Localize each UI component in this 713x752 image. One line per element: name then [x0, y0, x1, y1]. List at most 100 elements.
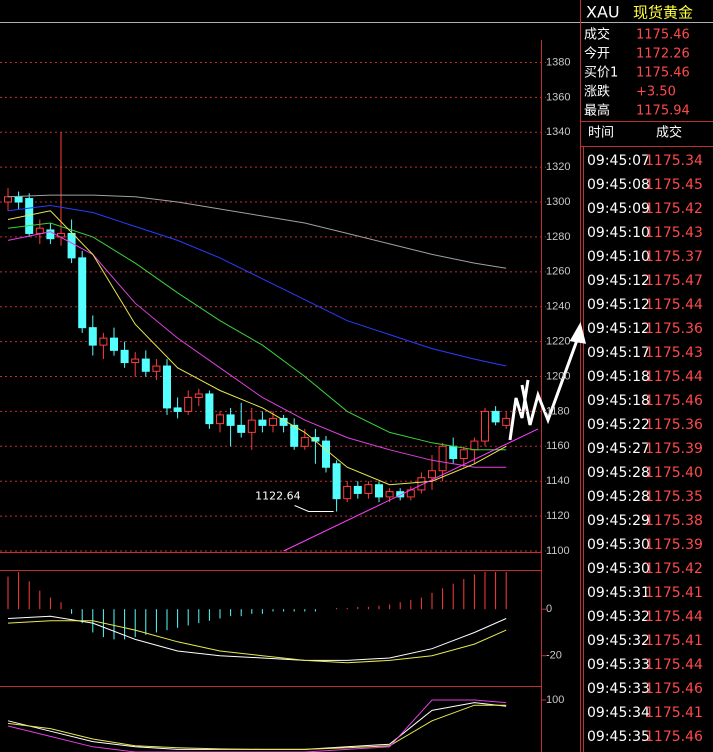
- candle-body: [194, 393, 203, 398]
- tick-time: 09:45:10: [587, 225, 650, 241]
- tick-time: 09:45:33: [587, 657, 650, 673]
- tick-time: 09:45:35: [587, 729, 650, 745]
- candle-body: [449, 445, 458, 460]
- tick-price: 1175.41: [645, 633, 703, 649]
- y-tick-label: 1120: [546, 510, 570, 522]
- candle-body: [14, 196, 23, 203]
- candle-body: [375, 484, 383, 498]
- tick-time: 09:45:30: [587, 561, 650, 577]
- candle-body: [470, 440, 479, 451]
- indicator-line: [7, 615, 507, 661]
- indicator-line: [7, 194, 507, 269]
- candle-body: [364, 484, 373, 494]
- tick-price: 1175.46: [645, 681, 703, 697]
- tick-time: 09:45:07: [587, 153, 650, 169]
- y-tick-label: 1240: [546, 301, 570, 313]
- candle-body: [258, 419, 267, 426]
- candle-body: [173, 407, 182, 412]
- y-tick-label: -20: [546, 650, 562, 662]
- tick-price: 1175.36: [645, 321, 703, 337]
- candle-body: [269, 417, 277, 426]
- quote-value: 1175.46: [636, 66, 690, 81]
- y-tick-label: 1140: [546, 475, 570, 487]
- symbol: XAU: [586, 3, 620, 22]
- tick-price: 1175.41: [645, 585, 703, 601]
- column-header: 时间: [588, 126, 614, 141]
- candle-body: [35, 227, 44, 234]
- tick-time: 09:45:32: [587, 633, 650, 649]
- indicator-line: [283, 428, 539, 552]
- tick-price: 1175.39: [645, 537, 703, 553]
- quote-value: 1175.94: [636, 104, 690, 119]
- y-tick-label: 1340: [546, 126, 570, 138]
- tick-time: 09:45:18: [587, 369, 650, 385]
- candle-body: [216, 414, 224, 425]
- quote-value: +3.50: [636, 85, 676, 100]
- tick-price: 1175.37: [645, 249, 703, 265]
- tick-price: 1175.41: [645, 705, 703, 721]
- y-tick-label: 1160: [546, 440, 570, 452]
- tick-price: 1175.46: [645, 729, 703, 745]
- indicator-line: [7, 620, 507, 664]
- tick-price: 1175.43: [645, 345, 703, 361]
- candle-body: [205, 393, 214, 425]
- y-tick-label: 1300: [546, 196, 570, 208]
- arrow-head: [569, 322, 587, 344]
- tick-price: 1175.44: [645, 369, 703, 385]
- candle-body: [78, 257, 87, 329]
- quote-label: 涨跌: [584, 84, 610, 100]
- quote-value: 1175.46: [636, 28, 690, 43]
- y-tick-label: 1220: [546, 336, 570, 348]
- tick-price: 1175.34: [645, 153, 703, 169]
- candle-body: [385, 491, 394, 498]
- tick-time: 09:45:30: [587, 537, 650, 553]
- arrow: [520, 331, 582, 426]
- indicator-line: [7, 702, 507, 750]
- y-tick-label: 100: [546, 694, 564, 706]
- tick-time: 09:45:28: [587, 465, 650, 481]
- quote-label: 今开: [584, 46, 610, 62]
- candle-body: [438, 445, 447, 472]
- tick-price: 1175.45: [645, 177, 703, 193]
- tick-price: 1175.44: [645, 297, 703, 313]
- tick-time: 09:45:12: [587, 321, 650, 337]
- tick-time: 09:45:29: [587, 513, 650, 529]
- tick-price: 1175.42: [645, 201, 703, 217]
- tick-time: 09:45:34: [587, 705, 650, 721]
- instrument-name: 现货黄金: [633, 4, 693, 22]
- y-tick-label: 0: [546, 603, 552, 615]
- candle-body: [502, 417, 511, 426]
- candle-body: [322, 440, 330, 468]
- candle-body: [110, 337, 118, 351]
- tick-time: 09:45:18: [587, 393, 650, 409]
- tick-price: 1175.40: [645, 465, 703, 481]
- candle-body: [237, 424, 246, 433]
- candle-body: [131, 358, 140, 364]
- candle-body: [300, 437, 309, 447]
- y-tick-label: 1200: [546, 370, 570, 382]
- candle-body: [481, 410, 489, 442]
- y-tick-label: 1280: [546, 231, 570, 243]
- tick-time: 09:45:17: [587, 345, 650, 361]
- candle-body: [396, 491, 405, 498]
- y-tick-label: 1320: [546, 161, 570, 173]
- candle-body: [343, 485, 352, 500]
- candle-body: [88, 327, 97, 346]
- indicator-line: [7, 204, 507, 367]
- tick-time: 09:45:12: [587, 273, 650, 289]
- candle-body: [4, 196, 12, 203]
- tick-time: 09:45:33: [587, 681, 650, 697]
- tick-price: 1175.46: [645, 393, 703, 409]
- candle-body: [290, 424, 299, 447]
- indicator-line: [7, 704, 507, 750]
- indicator-line: [7, 210, 507, 486]
- candle-body: [459, 449, 468, 460]
- y-tick-label: 1260: [546, 266, 570, 278]
- tick-price: 1175.44: [645, 609, 703, 625]
- candle-body: [141, 358, 150, 372]
- candle-body: [99, 337, 108, 346]
- quote-label: 最高: [584, 103, 610, 119]
